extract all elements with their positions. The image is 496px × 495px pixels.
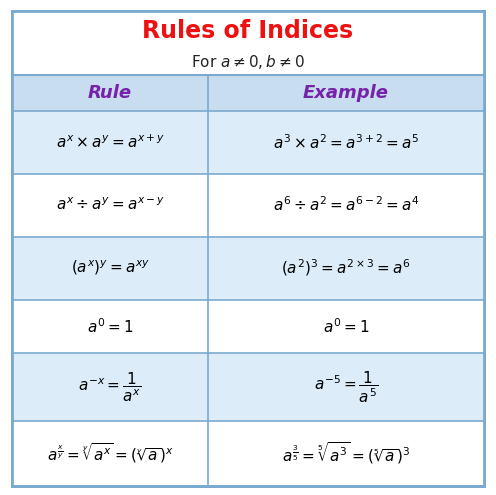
Bar (208, 299, 484, 353)
Text: $a^{-x} = \dfrac{1}{a^{x}}$: $a^{-x} = \dfrac{1}{a^{x}}$ (78, 370, 142, 404)
Bar (208, 353, 484, 421)
Bar (12, 174, 208, 237)
Text: For $a \neq 0, b \neq 0$: For $a \neq 0, b \neq 0$ (191, 53, 305, 71)
Text: $a^{\frac{x}{y}} = \sqrt[y]{a^{x}} = \left(\sqrt[y]{a}\right)^{x}$: $a^{\frac{x}{y}} = \sqrt[y]{a^{x}} = \le… (47, 442, 174, 465)
Bar (208, 237, 484, 299)
Bar (208, 421, 484, 486)
Bar (12, 11, 484, 75)
Bar (208, 174, 484, 237)
Text: $a^{0} = 1$: $a^{0} = 1$ (322, 317, 369, 336)
Bar (12, 421, 208, 486)
Text: Rule: Rule (88, 84, 132, 102)
Bar (208, 111, 484, 174)
Text: $\left(a^{2}\right)^{3} = a^{2\times3} = a^{6}$: $\left(a^{2}\right)^{3} = a^{2\times3} =… (281, 258, 411, 278)
Text: $a^{-5} = \dfrac{1}{a^{5}}$: $a^{-5} = \dfrac{1}{a^{5}}$ (313, 369, 378, 405)
Text: $a^{\frac{3}{5}} = \sqrt[5]{a^{3}} = \left(\sqrt[5]{a}\right)^{3}$: $a^{\frac{3}{5}} = \sqrt[5]{a^{3}} = \le… (282, 441, 410, 466)
Bar (12, 111, 208, 174)
Bar (12, 237, 208, 299)
Text: $a^{x} \div a^{y} = a^{x-y}$: $a^{x} \div a^{y} = a^{x-y}$ (56, 197, 165, 213)
Text: $a^{0} = 1$: $a^{0} = 1$ (87, 317, 133, 336)
Bar (12, 75, 484, 111)
Text: $a^{6} \div a^{2} = a^{6-2} = a^{4}$: $a^{6} \div a^{2} = a^{6-2} = a^{4}$ (273, 196, 419, 214)
Text: Example: Example (303, 84, 389, 102)
Text: $a^{3} \times a^{2} = a^{3+2} = a^{5}$: $a^{3} \times a^{2} = a^{3+2} = a^{5}$ (273, 133, 419, 151)
Text: $\left(a^{x}\right)^{y} = a^{xy}$: $\left(a^{x}\right)^{y} = a^{xy}$ (70, 259, 150, 277)
Text: $a^{x} \times a^{y} = a^{x+y}$: $a^{x} \times a^{y} = a^{x+y}$ (56, 134, 165, 151)
Bar (12, 299, 208, 353)
Bar (12, 353, 208, 421)
Text: Rules of Indices: Rules of Indices (142, 19, 354, 43)
